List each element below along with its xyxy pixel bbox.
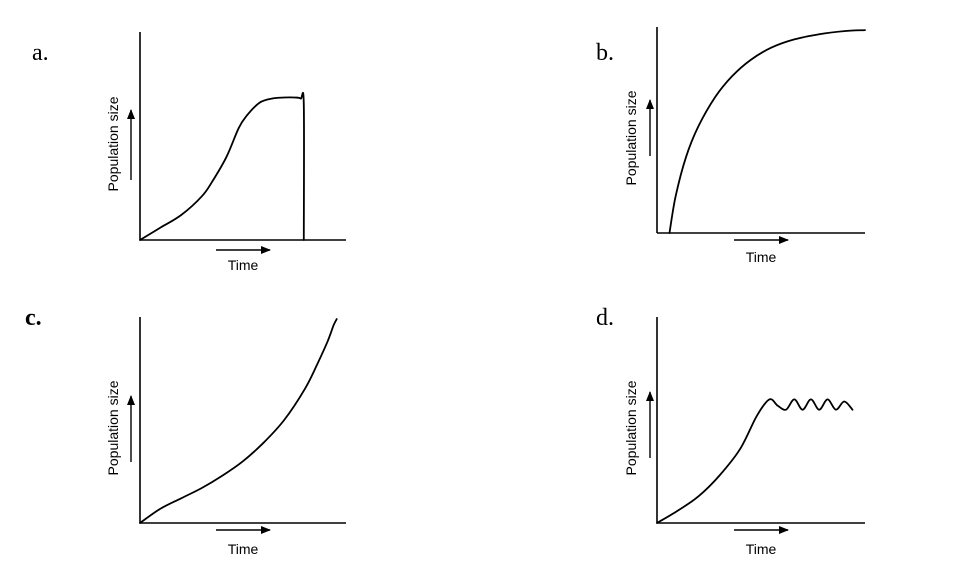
growth-curve: [656, 398, 854, 524]
chart-panel-2: b. Population size Time: [596, 27, 866, 265]
panel-letter: d.: [596, 305, 614, 331]
chart-panel-1: a. Population size Time: [32, 32, 346, 273]
x-axis-label: Time: [228, 541, 259, 557]
growth-curve: [139, 318, 338, 524]
panel-letter: a.: [32, 40, 49, 66]
x-axis-label: Time: [746, 249, 777, 265]
y-axis-label: Population size: [623, 380, 639, 475]
y-axis-label: Population size: [623, 90, 639, 185]
chart-panel-4: d. Population size Time: [596, 305, 865, 557]
panel-letter: c.: [25, 305, 42, 331]
x-axis-label: Time: [746, 541, 777, 557]
y-axis-label: Population size: [105, 96, 121, 191]
panel-letter: b.: [596, 40, 614, 66]
x-axis-label: Time: [228, 257, 259, 273]
growth-curve: [139, 91, 305, 241]
chart-panel-3: c. Population size Time: [25, 305, 346, 557]
y-axis-label: Population size: [105, 380, 121, 475]
growth-curve: [668, 29, 866, 234]
